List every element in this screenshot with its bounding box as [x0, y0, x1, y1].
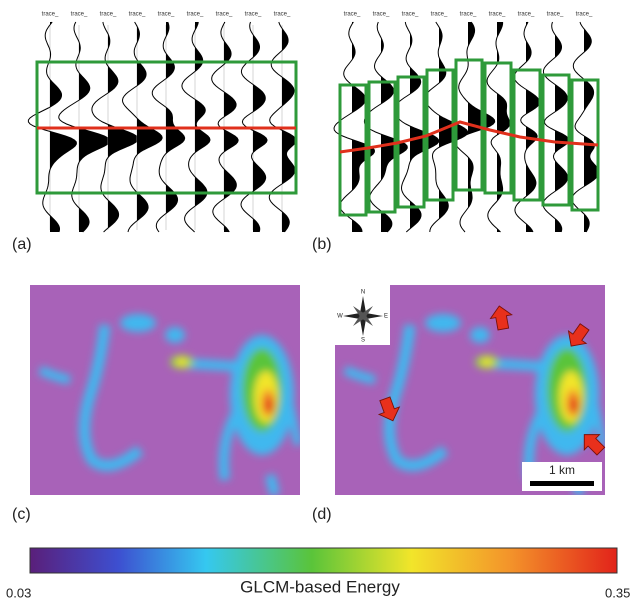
trace-label: trace_: [431, 12, 448, 18]
colorbar: [30, 548, 617, 573]
figure: trace_ trace_ trace_ trace_ trace_ trace_ trac…: [0, 0, 641, 602]
colorbar-title: GLCM-based Energy: [240, 577, 400, 596]
trace-label: trace_: [129, 12, 146, 18]
compass-label: N: [361, 290, 365, 296]
compass-label: W: [337, 314, 343, 320]
trace-label: trace_: [100, 12, 117, 18]
trace-fill: [543, 22, 569, 232]
trace-label: trace_: [158, 12, 175, 18]
compass-label: E: [384, 314, 388, 320]
trace-label: trace_: [187, 12, 204, 18]
trace-panel: trace_ trace_ trace_ trace_ trace_ trace_ trac…: [334, 12, 599, 232]
panel-label: (c): [12, 506, 31, 523]
trace-label: trace_: [547, 12, 564, 18]
trace-label: trace_: [460, 12, 477, 18]
panel-label: (a): [12, 236, 32, 253]
trace-label: trace_: [489, 12, 506, 18]
trace-label: trace_: [344, 12, 361, 18]
trace: [364, 22, 407, 232]
trace-label: trace_: [245, 12, 262, 18]
scale-label: 1 km: [549, 463, 575, 477]
trace-label: trace_: [402, 12, 419, 18]
trace-label: trace_: [373, 12, 390, 18]
scale-bar: [530, 481, 594, 486]
compass-label: S: [361, 338, 365, 344]
trace-label: trace_: [518, 12, 535, 18]
map-c: [30, 285, 300, 495]
trace-panel: trace_ trace_ trace_ trace_ trace_ trace_ trac…: [28, 12, 296, 232]
trace-label: trace_: [71, 12, 88, 18]
trace-label: trace_: [274, 12, 291, 18]
panel-label: (b): [312, 236, 332, 253]
trace-fill: [572, 22, 599, 232]
map-d: N E S W 1 km: [335, 285, 608, 495]
trace-label: trace_: [42, 12, 59, 18]
trace-label: trace_: [216, 12, 233, 18]
colorbar-max: 0.35: [605, 585, 630, 600]
panel-label: (d): [312, 506, 332, 523]
trace: [572, 22, 599, 232]
trace-label: trace_: [576, 12, 593, 18]
colorbar-min: 0.03: [6, 585, 31, 600]
